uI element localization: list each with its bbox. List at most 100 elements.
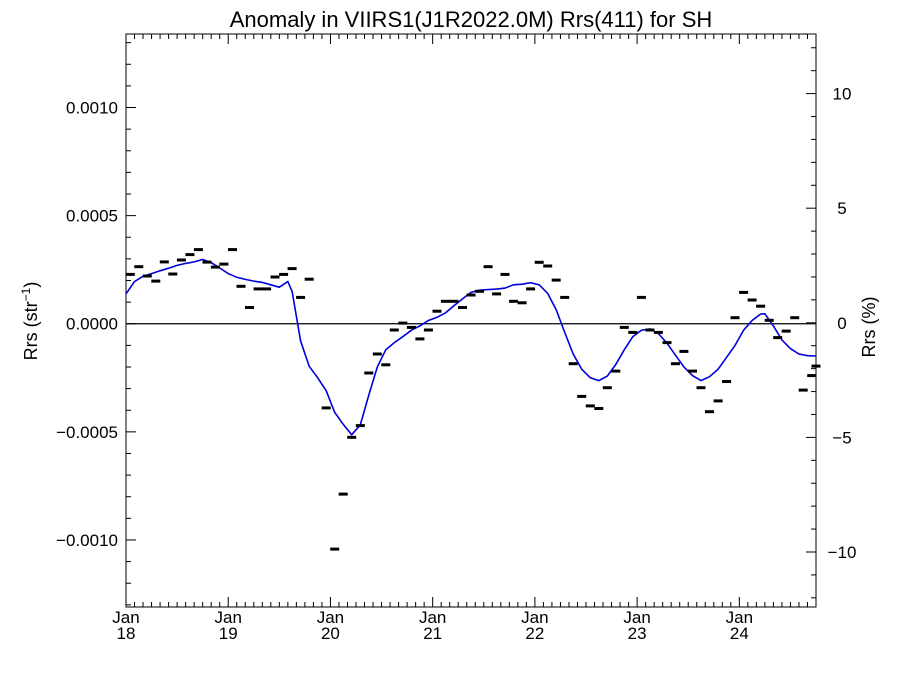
- anomaly-marker: [458, 306, 467, 309]
- anomaly-marker: [611, 369, 621, 373]
- anomaly-marker: [713, 399, 723, 403]
- anomaly-marker: [168, 272, 178, 276]
- x-tick-label-month: Jan: [521, 608, 548, 627]
- minor-ticks: [126, 34, 817, 607]
- anomaly-marker: [355, 424, 365, 428]
- anomaly-marker: [338, 492, 348, 496]
- anomaly-marker: [798, 388, 808, 392]
- y-label-close: ): [21, 282, 41, 288]
- anomaly-marker: [602, 386, 612, 390]
- anomaly-marker: [730, 316, 740, 320]
- anomaly-marker: [568, 362, 578, 366]
- x-tick-label-year: 24: [730, 624, 749, 643]
- smoothed-line: [125, 258, 817, 436]
- anomaly-marker: [764, 318, 774, 322]
- anomaly-marker: [543, 264, 553, 268]
- anomaly-marker: [653, 330, 663, 334]
- anomaly-marker: [210, 265, 220, 269]
- y-left-tick-label: 0.0005: [66, 207, 118, 226]
- anomaly-marker: [381, 363, 391, 367]
- anomaly-marker: [645, 328, 655, 332]
- anomaly-marker: [688, 369, 697, 373]
- anomaly-marker: [270, 275, 280, 279]
- anomaly-marker: [551, 278, 561, 282]
- anomaly-marker: [636, 295, 646, 299]
- anomaly-marker: [398, 321, 408, 325]
- anomaly-marker: [185, 253, 195, 257]
- anomaly-marker: [125, 272, 135, 276]
- anomaly-marker: [679, 349, 689, 353]
- anomaly-marker: [142, 274, 152, 278]
- anomaly-marker: [159, 260, 169, 264]
- x-tick-label-month: Jan: [112, 608, 139, 627]
- anomaly-marker: [236, 284, 246, 288]
- y-right-tick-label: 0: [837, 314, 846, 333]
- plot-border: [125, 33, 817, 608]
- anomaly-marker: [304, 277, 314, 281]
- anomaly-marker: [347, 435, 357, 439]
- anomaly-marker: [619, 325, 629, 329]
- y-right-tick-label: 5: [837, 199, 846, 218]
- anomaly-marker: [628, 330, 638, 334]
- x-tick-label-year: 20: [321, 624, 340, 643]
- y-label-main: Rrs (str: [21, 301, 41, 360]
- x-tick-label-month: Jan: [726, 608, 753, 627]
- anomaly-marker: [670, 362, 680, 366]
- anomaly-marker: [406, 325, 416, 329]
- anomaly-marker: [662, 341, 672, 345]
- anomaly-marker: [389, 328, 399, 332]
- anomaly-marker: [739, 290, 749, 294]
- plot-frame: [125, 33, 817, 608]
- y-right-tick-label: 10: [833, 85, 852, 104]
- anomaly-marker: [811, 364, 821, 368]
- anomaly-marker: [372, 352, 382, 356]
- x-tick-label-year: 22: [525, 624, 544, 643]
- anomaly-marker: [432, 309, 442, 313]
- anomaly-marker: [475, 289, 484, 293]
- anomaly-marker: [219, 262, 229, 266]
- y-right-tick-label: −5: [832, 428, 851, 447]
- y-axis-right-label: Rrs (%): [859, 297, 879, 358]
- anomaly-marker: [245, 306, 254, 309]
- anomaly-marker: [228, 248, 237, 252]
- anomaly-marker: [321, 406, 331, 410]
- anomaly-marker: [509, 299, 519, 303]
- anomaly-marker: [262, 287, 272, 291]
- x-tick-label-year: 23: [628, 624, 647, 643]
- anomaly-marker: [287, 267, 297, 271]
- anomaly-marker: [202, 260, 212, 264]
- anomaly-marker: [517, 301, 527, 305]
- anomaly-marker: [440, 299, 450, 303]
- y-left-tick-label: 0.0010: [66, 99, 118, 118]
- smoothed-series: [125, 258, 817, 436]
- anomaly-marker: [747, 298, 757, 302]
- anomaly-marker: [696, 386, 706, 390]
- x-tick-label-year: 19: [219, 624, 238, 643]
- chart-title: Anomaly in VIIRS1(J1R2022.0M) Rrs(411) f…: [230, 7, 713, 32]
- y-axis-right: 10 5 0 −5 −10: [806, 85, 856, 562]
- anomaly-marker: [279, 272, 289, 276]
- y-label-superscript: −1: [19, 287, 33, 301]
- anomaly-marker: [756, 304, 766, 308]
- anomaly-marker: [466, 293, 476, 297]
- anomaly-marker: [492, 292, 502, 296]
- y-axis-left: 0.0010 0.0005 0.0000 −0.0005 −0.0010: [56, 99, 136, 550]
- anomaly-marker: [364, 371, 374, 375]
- anomaly-marker: [296, 295, 306, 299]
- x-tick-label-year: 21: [423, 624, 442, 643]
- anomaly-marker: [526, 287, 536, 291]
- x-tick-label-month: Jan: [215, 608, 242, 627]
- y-left-tick-label: 0.0000: [66, 315, 118, 334]
- anomaly-marker: [483, 265, 493, 269]
- anomaly-marker: [176, 258, 186, 262]
- anomaly-marker: [807, 374, 817, 378]
- y-left-tick-label: −0.0010: [56, 531, 118, 550]
- anomaly-marker: [781, 329, 791, 333]
- y-axis-left-label: Rrs (str−1): [19, 282, 41, 361]
- anomaly-marker: [151, 279, 161, 283]
- anomaly-marker: [415, 337, 425, 341]
- anomaly-marker: [773, 336, 783, 340]
- anomaly-marker: [577, 394, 587, 398]
